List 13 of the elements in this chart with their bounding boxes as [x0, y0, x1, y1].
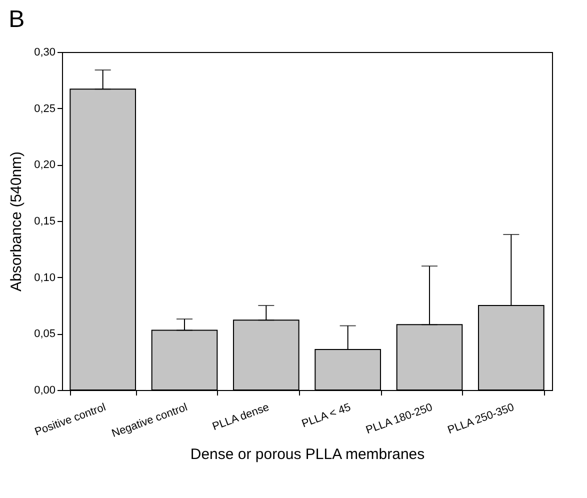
x-tick-label: PLLA dense: [210, 402, 271, 434]
y-tick-label: 0,30: [34, 46, 56, 58]
y-tick-label: 0,20: [34, 159, 56, 172]
y-tick-label: 0,00: [34, 384, 56, 396]
chart-title: B: [8, 6, 25, 33]
y-tick-label: 0,10: [34, 272, 56, 284]
y-axis-title: Absorbance (540nm): [8, 151, 26, 292]
y-tick-label: 0,05: [34, 328, 56, 340]
y-tick-label: 0,15: [34, 216, 56, 228]
y-tick-label: 0,25: [34, 102, 56, 115]
x-tick-label: PLLA < 45: [300, 402, 352, 430]
x-axis-title: Dense or porous PLLA membranes: [190, 446, 425, 464]
x-tick-label: Positive control: [33, 402, 108, 438]
